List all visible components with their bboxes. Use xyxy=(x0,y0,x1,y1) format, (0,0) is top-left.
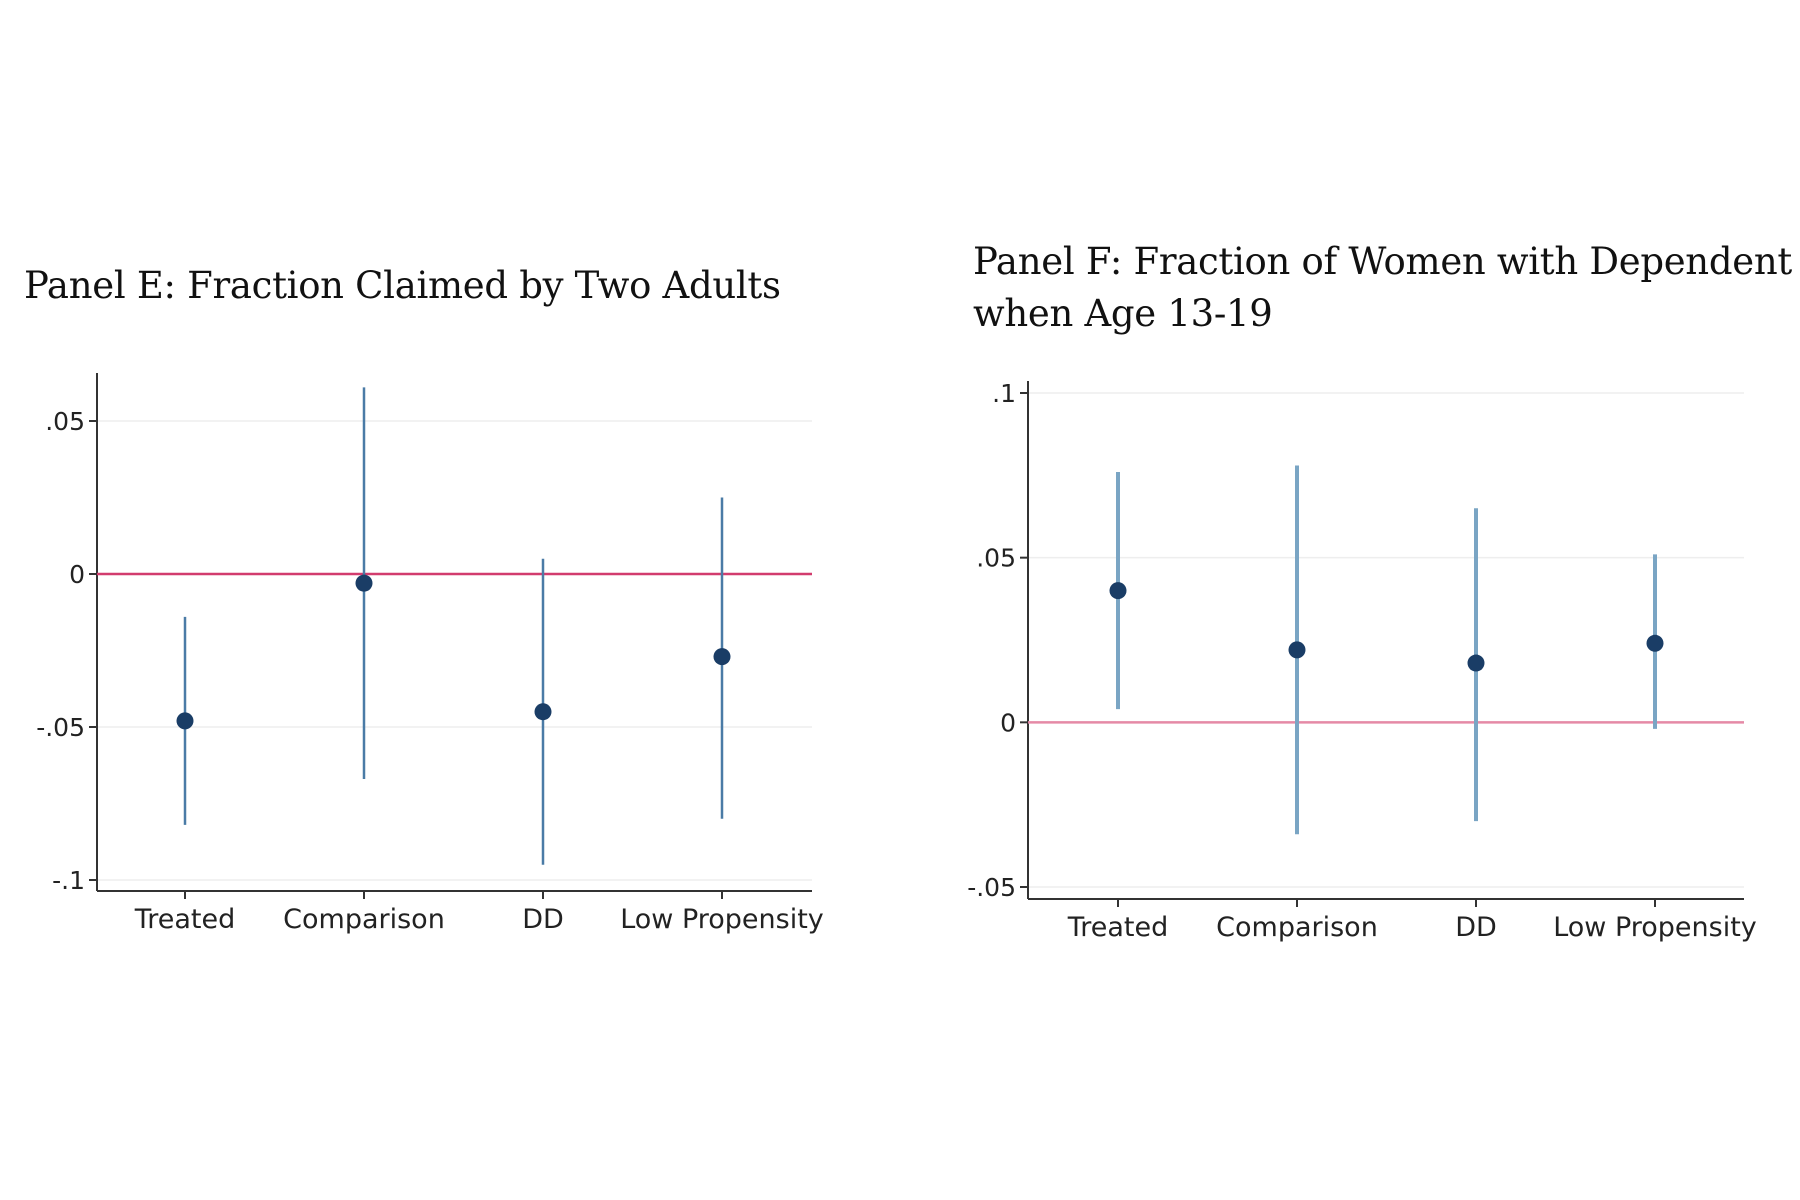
point-estimate xyxy=(534,703,552,721)
x-tick-label: Comparison xyxy=(283,904,445,935)
y-tick-label: -.05 xyxy=(36,713,85,742)
y-tick-label: -.1 xyxy=(52,866,85,895)
point-estimate xyxy=(355,574,373,592)
x-tick-label: DD xyxy=(522,904,564,935)
panel-e: Panel E: Fraction Claimed by Two Adults … xyxy=(24,264,824,935)
point-estimate xyxy=(1467,654,1485,672)
y-tick-label: 0 xyxy=(1000,708,1016,737)
point-estimate xyxy=(1288,641,1306,659)
y-tick-label: -.05 xyxy=(967,873,1016,902)
x-tick-label: Low Propensity xyxy=(620,904,824,935)
point-estimate xyxy=(1646,634,1664,652)
y-tick-label: 0 xyxy=(69,560,85,589)
panel-f-title: Panel F: Fraction of Women with Dependen… xyxy=(973,240,1792,335)
panel-e-plot: -.1 -.05 0 .05 Treated Comparison DD Low Propen… xyxy=(36,373,824,935)
panel-f: Panel F: Fraction of Women with Dependen… xyxy=(900,0,1800,1200)
x-tick-label: Comparison xyxy=(1216,912,1378,943)
y-tick-label: .1 xyxy=(992,379,1016,408)
point-estimate xyxy=(176,712,194,730)
x-tick-label: Low Propensity xyxy=(1553,912,1757,943)
point-estimate xyxy=(713,648,731,666)
panel-e-title: Panel E: Fraction Claimed by Two Adults xyxy=(24,264,781,307)
x-tick-label: Treated xyxy=(134,904,236,935)
y-tick-label: .05 xyxy=(976,544,1016,573)
panel-f-plot: -.05 0 .05 .1 Treated Comparison DD Low Propens… xyxy=(967,379,1757,943)
x-tick-label: Treated xyxy=(1067,912,1169,943)
x-tick-label: DD xyxy=(1455,912,1497,943)
y-tick-label: .05 xyxy=(45,407,85,436)
point-estimate xyxy=(1109,582,1127,600)
